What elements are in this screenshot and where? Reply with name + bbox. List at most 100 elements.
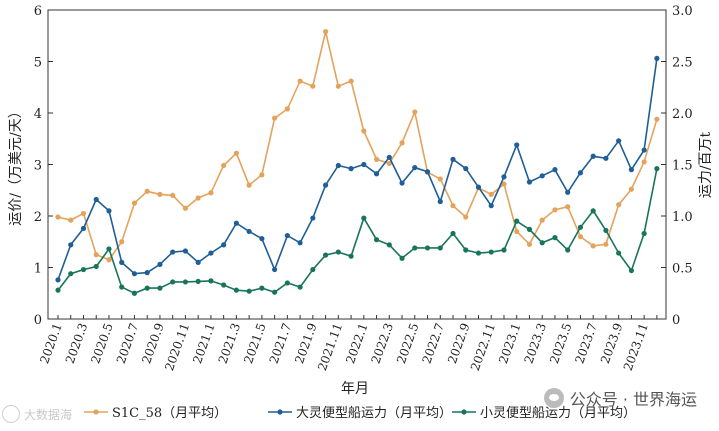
data-point-1	[399, 140, 405, 146]
data-point-3	[565, 247, 571, 253]
x-tick-label: 2022.1	[343, 321, 371, 365]
data-point-3	[233, 287, 239, 293]
data-point-2	[488, 203, 494, 209]
data-point-2	[348, 166, 354, 172]
x-axis-label: 年月	[341, 381, 369, 397]
data-point-2	[233, 220, 239, 226]
data-point-2	[272, 266, 278, 273]
x-tick-label: 2020.9	[139, 321, 167, 365]
data-point-1	[450, 203, 456, 209]
data-point-3	[208, 278, 214, 284]
data-point-2	[119, 259, 125, 265]
data-point-1	[501, 181, 507, 187]
legend-label: 小灵便型船运力（月平均）	[480, 406, 636, 421]
data-point-2	[157, 261, 163, 268]
data-point-3	[259, 285, 265, 291]
data-point-1	[246, 182, 252, 188]
data-point-3	[144, 285, 150, 291]
data-point-1	[654, 116, 660, 122]
data-point-3	[348, 253, 354, 259]
data-point-3	[616, 250, 622, 256]
data-point-3	[424, 245, 431, 251]
data-point-3	[628, 267, 635, 274]
data-point-3	[182, 279, 189, 285]
data-point-3	[577, 224, 584, 230]
data-point-2	[386, 154, 392, 160]
data-point-1	[412, 109, 418, 115]
x-tick-label: 2023.7	[572, 321, 600, 365]
data-point-3	[157, 285, 163, 291]
data-point-2	[475, 184, 482, 190]
data-point-2	[373, 171, 380, 177]
data-point-1	[195, 195, 201, 201]
x-tick-label: 2023.3	[522, 321, 550, 365]
data-point-2	[437, 198, 443, 205]
data-point-2	[144, 270, 150, 276]
data-point-1	[284, 106, 290, 112]
data-point-1	[157, 191, 163, 197]
data-point-2	[195, 259, 201, 265]
data-point-2	[55, 277, 61, 283]
data-point-1	[641, 159, 647, 165]
series-line-2	[57, 58, 658, 281]
x-tick-label: 2022.3	[369, 321, 397, 365]
data-point-3	[284, 280, 290, 286]
data-point-3	[221, 282, 227, 288]
data-point-1	[93, 252, 99, 258]
data-point-2	[297, 240, 303, 246]
plot-area: 012345600.51.01.52.02.53.02020.12020.320…	[34, 4, 693, 373]
x-tick-label: 2022.5	[394, 321, 422, 365]
data-point-3	[526, 226, 533, 232]
data-point-3	[195, 278, 201, 285]
series-line-1	[57, 31, 658, 261]
data-point-2	[131, 271, 138, 277]
data-point-1	[437, 176, 443, 182]
data-point-1	[272, 115, 278, 121]
data-point-3	[68, 271, 74, 277]
data-point-2	[501, 174, 507, 180]
data-point-2	[322, 182, 329, 188]
data-point-3	[272, 289, 278, 295]
data-point-2	[361, 161, 367, 168]
data-point-1	[552, 207, 558, 213]
data-point-2	[539, 173, 545, 179]
data-point-3	[335, 249, 341, 255]
data-point-1	[80, 210, 87, 217]
y-tick-label: 1	[34, 262, 42, 277]
data-point-2	[68, 242, 74, 248]
data-point-1	[386, 160, 392, 167]
data-point-3	[641, 230, 647, 237]
data-point-2	[552, 167, 558, 173]
data-point-3	[475, 250, 482, 256]
data-point-3	[552, 235, 558, 241]
data-point-2	[641, 147, 647, 153]
legend: S1C_58（月平均） 大灵便型船运力（月平均） 小灵便型船运力（月平均）	[84, 406, 636, 421]
data-point-3	[322, 252, 329, 258]
data-point-3	[539, 240, 545, 246]
data-point-1	[373, 156, 380, 162]
data-point-1	[182, 205, 189, 211]
data-point-1	[131, 200, 138, 206]
data-point-3	[361, 215, 367, 221]
y2-tick-label: 2.5	[672, 56, 693, 71]
data-point-1	[144, 188, 150, 194]
legend-label: 大灵便型船运力（月平均）	[296, 406, 452, 421]
data-point-1	[361, 128, 367, 134]
watermark-left: 大数据海	[2, 405, 72, 423]
data-point-2	[654, 55, 660, 62]
data-point-2	[221, 242, 227, 248]
data-point-2	[80, 225, 87, 231]
data-point-3	[654, 166, 660, 172]
x-tick-label: 2020.11	[162, 321, 192, 372]
data-point-1	[628, 186, 635, 192]
x-tick-label: 2023.11	[621, 321, 651, 372]
data-point-1	[463, 214, 469, 220]
data-point-3	[514, 218, 520, 224]
x-tick-label: 2021.9	[292, 321, 320, 365]
data-point-2	[412, 164, 418, 171]
data-point-3	[603, 227, 609, 234]
data-point-1	[322, 29, 329, 35]
x-tick-label: 2020.7	[114, 321, 142, 365]
data-point-1	[603, 241, 609, 247]
